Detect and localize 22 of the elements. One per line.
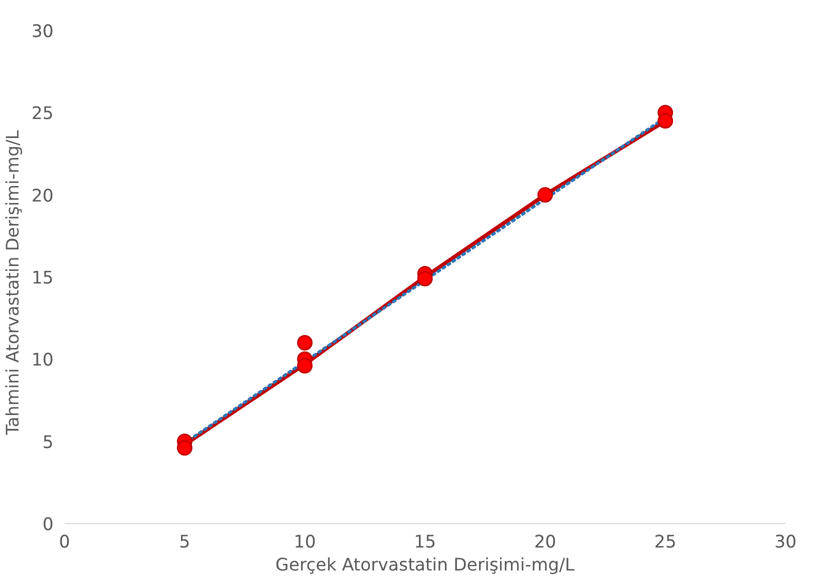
x-tick-label: 30 — [774, 532, 797, 552]
x-tick-label: 5 — [179, 532, 190, 552]
x-tick-label: 0 — [58, 532, 70, 552]
x-tick-label: 10 — [294, 532, 316, 552]
y-axis-title: Tahmini Atorvastatin Derişimi-mg/L — [3, 130, 24, 436]
y-tick-label: 5 — [42, 432, 54, 453]
x-tick-label: 15 — [414, 532, 436, 552]
point — [417, 270, 433, 286]
y-tick-label: 10 — [31, 350, 54, 371]
x-tick-label: 25 — [654, 532, 676, 552]
y-tick-label: 20 — [31, 186, 54, 206]
point — [537, 187, 553, 203]
y-tick-label: 15 — [31, 268, 54, 288]
point — [176, 440, 192, 456]
point — [658, 113, 674, 129]
x-axis-title: Gerçek Atorvastatin Derişimi-mg/L — [275, 556, 575, 576]
x-tick-label: 20 — [534, 532, 556, 552]
y-tick-label: 0 — [42, 515, 54, 535]
y-tick-label: 30 — [31, 22, 54, 42]
point — [297, 358, 313, 374]
y-tick-label: 25 — [31, 104, 54, 124]
point — [297, 334, 313, 350]
